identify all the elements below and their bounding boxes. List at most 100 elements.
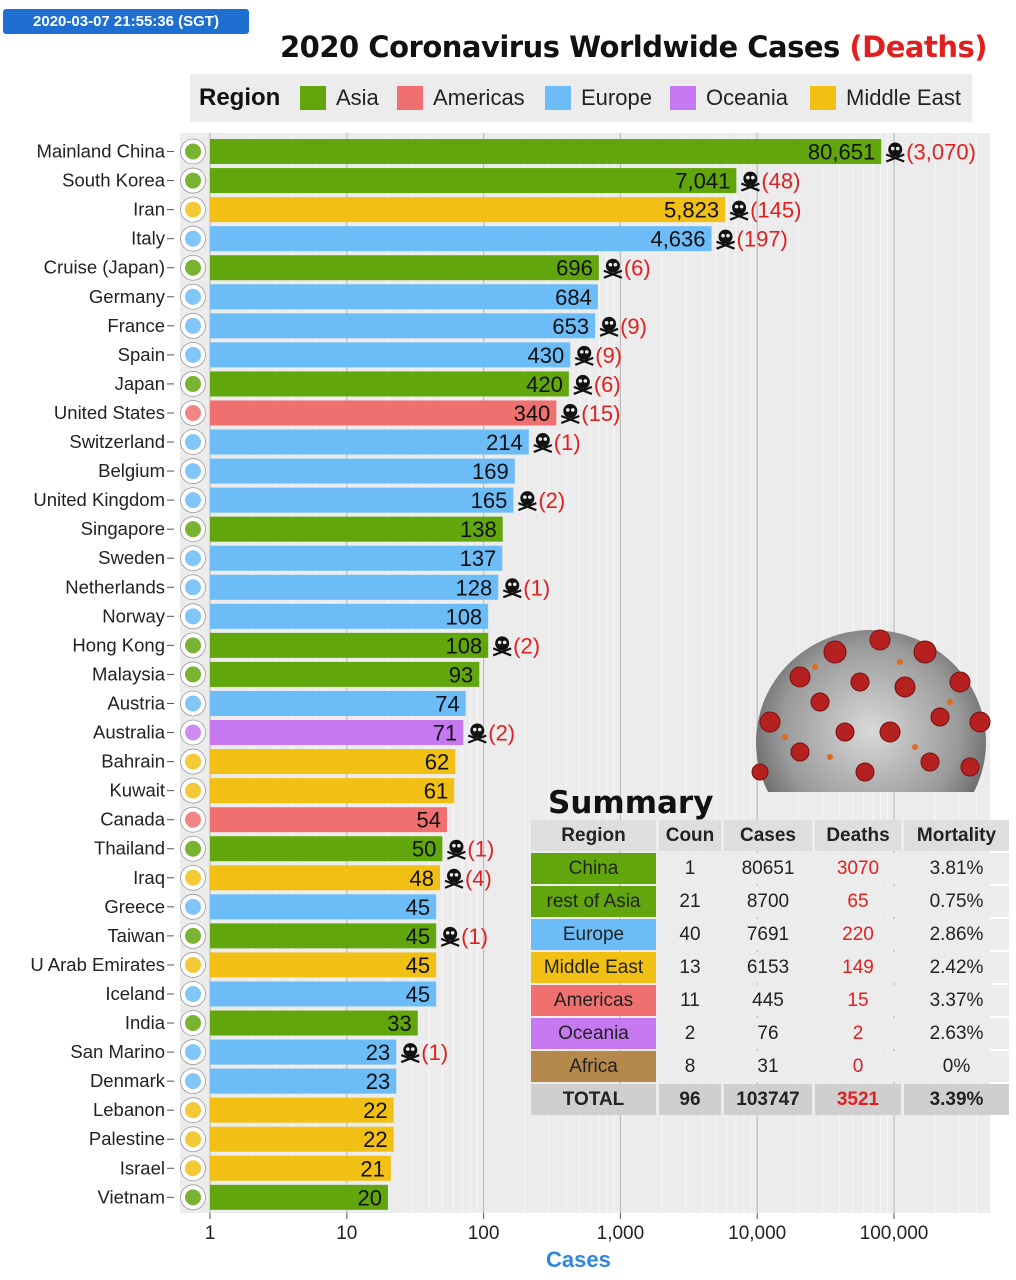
summary-row: Middle East 13 6153 149 2.42% (531, 952, 1009, 985)
country-label: U Arab Emirates (30, 954, 165, 975)
x-tick-label: 10,000 (728, 1223, 786, 1244)
bar (210, 1010, 418, 1036)
flag-icon-inner (185, 608, 201, 625)
flag-icon-inner (185, 317, 201, 334)
summary-mortality-cell: 3.81% (904, 853, 1009, 884)
deaths-label: (145) (750, 198, 801, 223)
crossbone (440, 937, 460, 947)
value-label: 165 (471, 488, 508, 513)
country-label: Singapore (81, 518, 165, 539)
summary-cases-cell: 103747 (724, 1084, 812, 1115)
skull-eye (571, 408, 575, 412)
skull-eye (472, 727, 477, 732)
skull-eye (449, 872, 454, 877)
flag-icon-inner (185, 1073, 201, 1090)
bar (210, 313, 596, 339)
summary-mortality-cell: 2.63% (904, 1018, 1009, 1049)
deaths-label: (4) (465, 866, 492, 891)
bar (210, 865, 440, 891)
summary-row: China 1 80651 3070 3.81% (531, 853, 1009, 886)
summary-region-cell: rest of Asia (531, 886, 656, 917)
summary-header-cell: Region (531, 820, 656, 851)
summary-total-row: TOTAL 96 103747 3521 3.39% (531, 1084, 1009, 1117)
bar (210, 720, 464, 746)
legend-label-europe: Europe (581, 85, 652, 110)
title-deaths: (Deaths) (849, 30, 987, 64)
value-label: 21 (360, 1156, 384, 1181)
legend-label-oceania: Oceania (706, 85, 788, 110)
country-label: Bahrain (101, 751, 165, 772)
deaths-label: (2) (513, 633, 540, 658)
flag-icon-inner (185, 1044, 201, 1061)
summary-deaths-cell: 15 (815, 985, 901, 1016)
skull-eye (454, 872, 459, 877)
bar (210, 1068, 397, 1094)
country-label: Norway (102, 605, 165, 626)
flag-icon-inner (185, 927, 201, 944)
skull-eye (734, 204, 739, 209)
bar (210, 952, 437, 978)
bar (210, 429, 529, 455)
bar (210, 603, 489, 629)
country-label: Spain (118, 344, 165, 365)
crossbone (885, 153, 905, 163)
bar (210, 778, 455, 804)
crossbone (599, 327, 619, 337)
bar (210, 487, 514, 513)
flag-icon-inner (185, 666, 201, 683)
legend: Region Asia Americas Europe Oceania Midd… (190, 74, 972, 122)
crossbone (740, 182, 760, 192)
summary-deaths-cell: 65 (815, 886, 901, 917)
x-axis-label: Cases (546, 1247, 611, 1272)
timestamp-badge: 2020-03-07 21:55:36 (SGT) (3, 9, 249, 34)
country-label: Kuwait (109, 780, 165, 801)
virus-illustration (751, 629, 991, 792)
skull-icon (577, 345, 592, 360)
skull-eye (502, 640, 507, 645)
value-label: 169 (472, 459, 509, 484)
summary-row: Oceania 2 76 2 2.63% (531, 1018, 1009, 1051)
country-label: Belgium (98, 460, 165, 481)
skull-eye (726, 233, 730, 238)
flag-icon-inner (185, 753, 201, 770)
summary-cases-cell: 6153 (724, 952, 812, 983)
summary-count-cell: 13 (659, 952, 721, 983)
value-label: 22 (363, 1127, 387, 1152)
summary-cases-cell: 8700 (724, 886, 812, 917)
country-label: San Marino (70, 1041, 165, 1062)
crossbone (574, 356, 594, 366)
skull-eye (895, 146, 900, 151)
legend-label-americas: Americas (433, 85, 525, 110)
flag-icon-inner (185, 1160, 201, 1177)
summary-header-cell: Coun (659, 820, 721, 851)
title-main: 2020 Coronavirus Worldwide Cases (280, 30, 840, 64)
skull-eye (452, 843, 456, 848)
skull-eye (583, 379, 588, 383)
summary-cases-cell: 76 (724, 1018, 812, 1049)
skull-icon (563, 403, 578, 418)
deaths-label: (9) (595, 343, 622, 368)
flag-icon-inner (185, 840, 201, 857)
flag-icon-inner (185, 637, 201, 654)
value-label: 23 (366, 1069, 390, 1094)
value-label: 45 (406, 982, 430, 1007)
summary-count-cell: 21 (659, 886, 721, 917)
country-label: Germany (89, 286, 166, 307)
legend-swatch-europe (545, 86, 571, 110)
deaths-label: (2) (488, 721, 515, 746)
country-label: Greece (104, 896, 165, 917)
flag-icon-inner (185, 143, 201, 160)
country-label: Hong Kong (72, 634, 165, 655)
value-label: 108 (445, 633, 482, 658)
flag-icon-inner (185, 1015, 201, 1032)
value-label: 108 (445, 604, 482, 629)
country-label: Sweden (98, 547, 165, 568)
flag-icon-inner (185, 898, 201, 915)
value-label: 54 (417, 808, 441, 833)
summary-cases-cell: 445 (724, 985, 812, 1016)
flag-icon-inner (185, 695, 201, 712)
skull-eye (512, 582, 517, 587)
summary-region-cell: Oceania (531, 1018, 656, 1049)
flag-icon-inner (185, 724, 201, 741)
